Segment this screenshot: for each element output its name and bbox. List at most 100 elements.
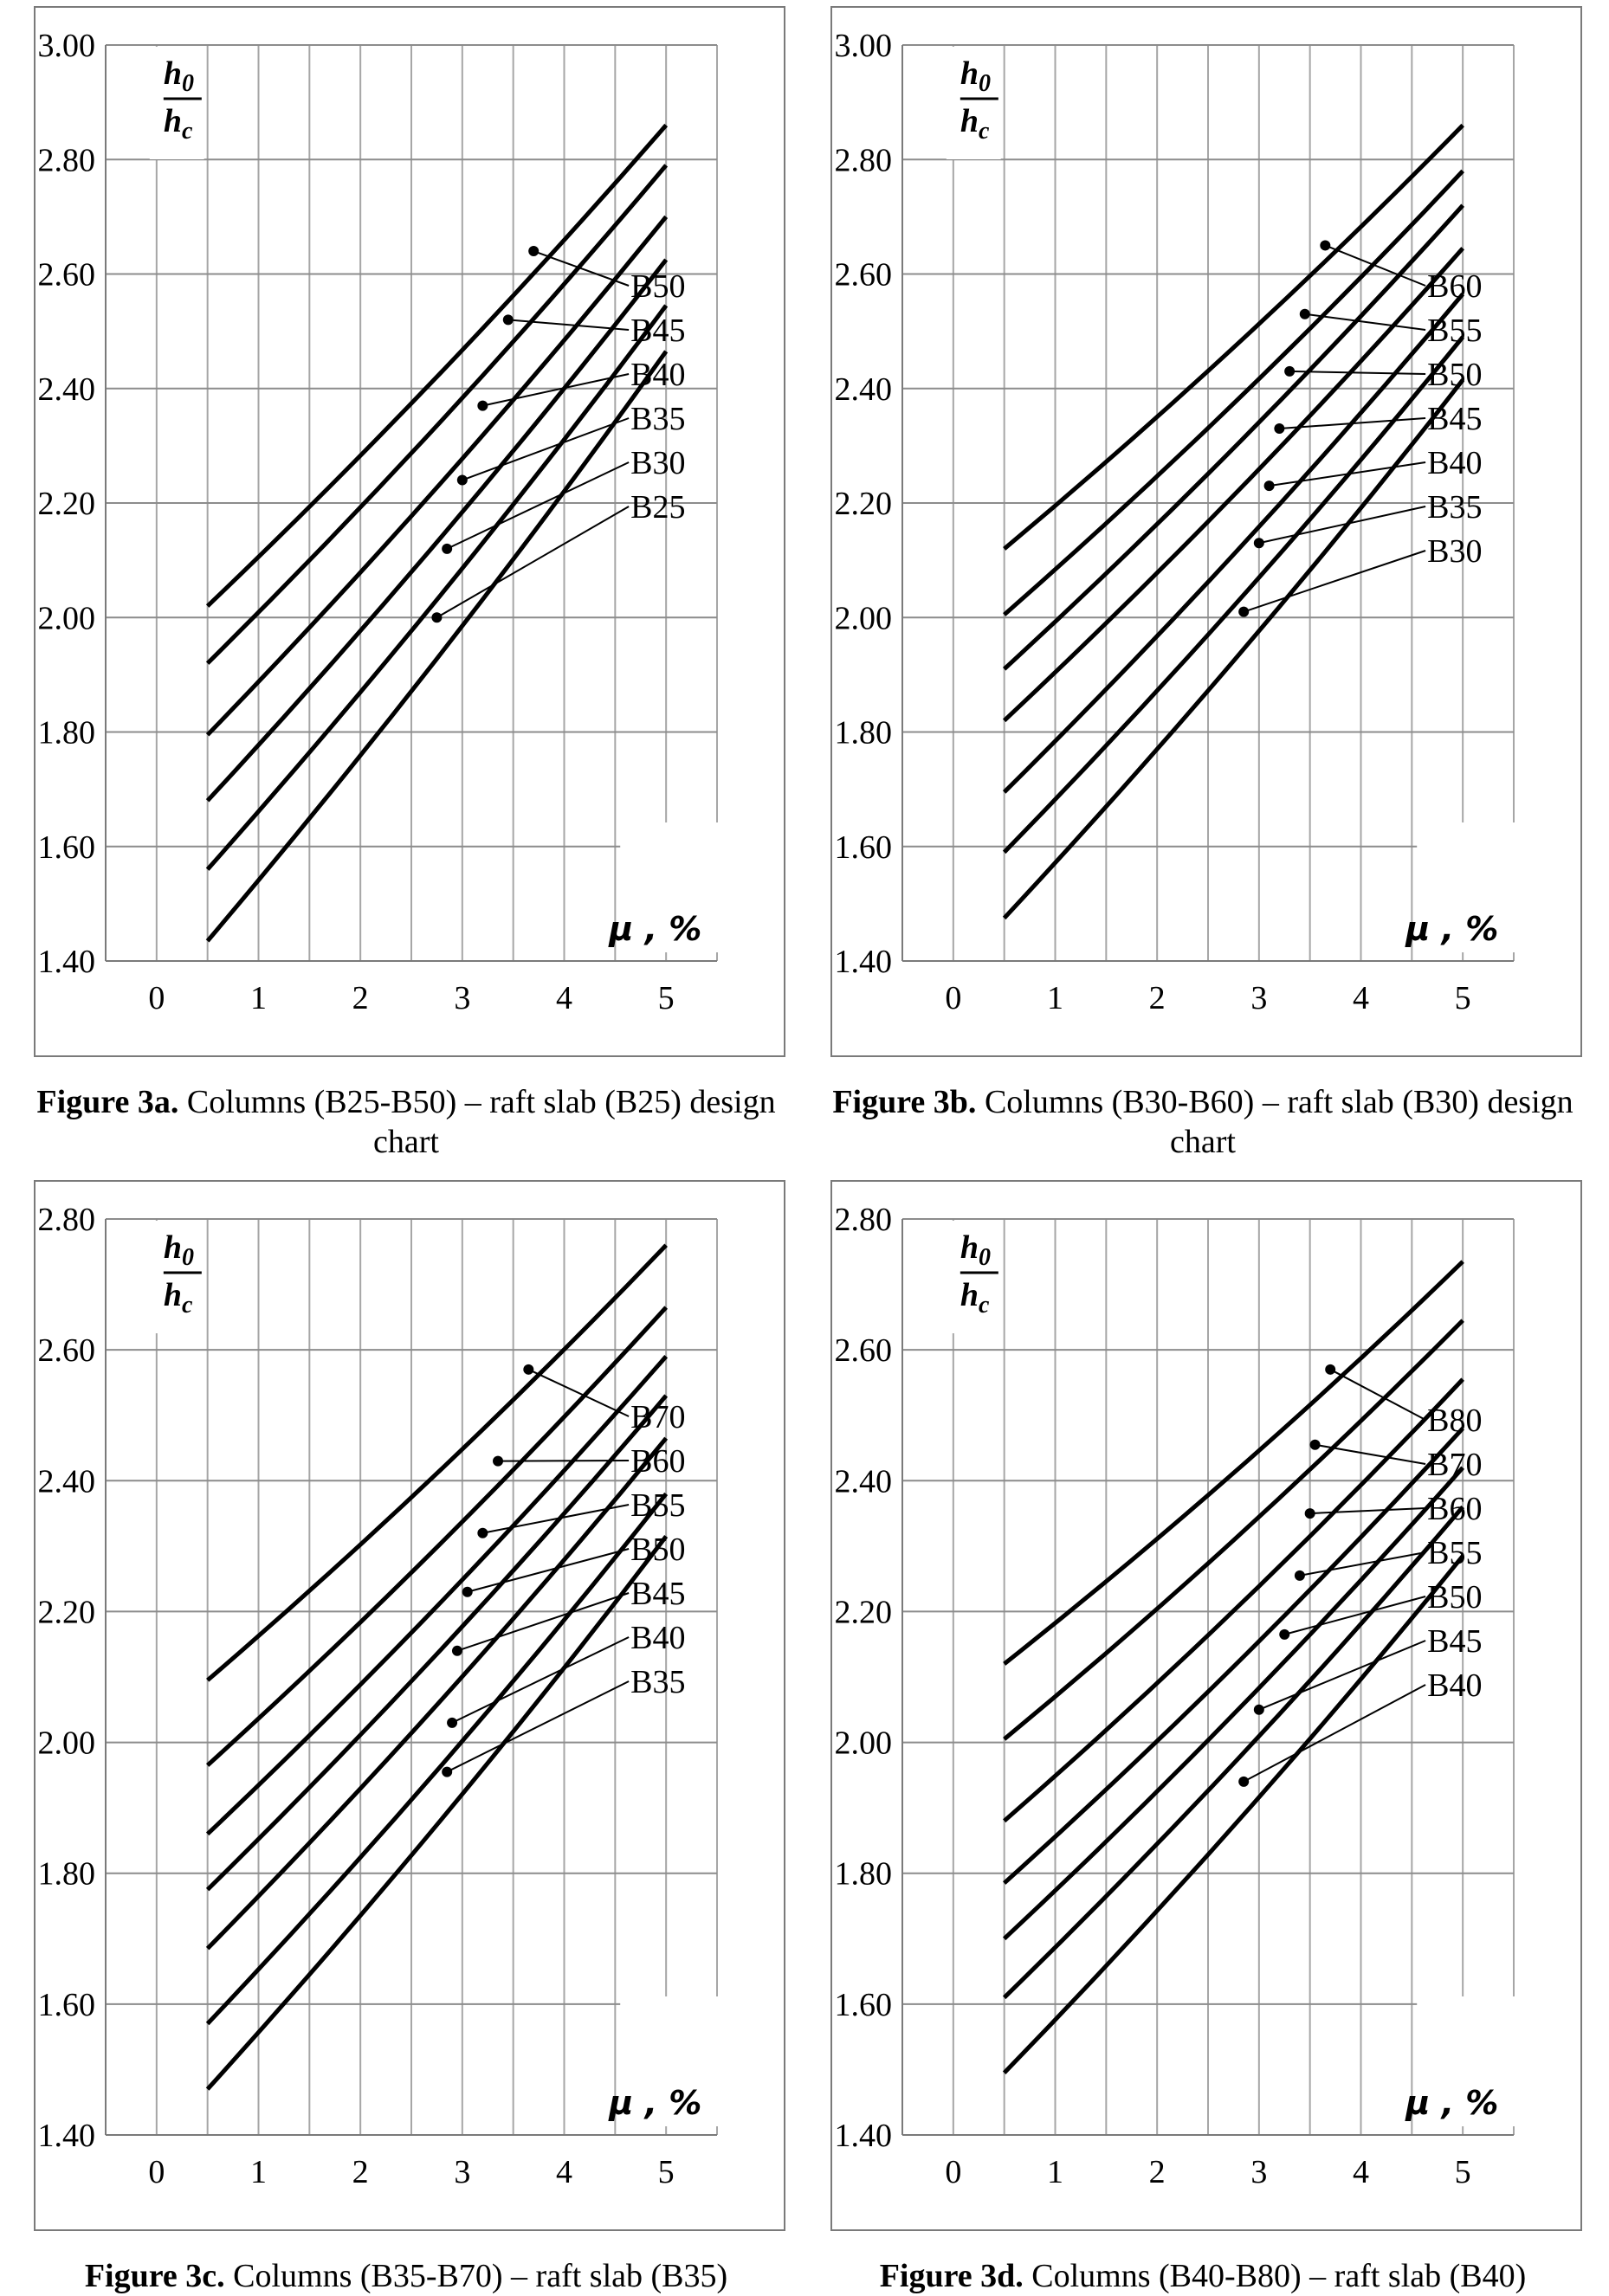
series-line-B45: [1002, 1505, 1465, 2000]
x-tick-label: 3: [454, 980, 470, 1016]
chart-3d: 1.40 1.60 1.80 2.00 2.20 2.40 2.60 2.80 0 1 2 3 4 5 h0…: [830, 1180, 1582, 2231]
series-marker-B50: [1284, 365, 1296, 377]
y-tick-label: 3.00: [38, 28, 96, 64]
xlabel-backdrop: [620, 1996, 719, 2126]
y-tick-label: 1.60: [38, 1987, 96, 2023]
caption-label: Figure 3a.: [36, 1084, 179, 1120]
ylabel-backdrop: [946, 47, 1001, 159]
series-marker-B50: [1279, 1628, 1290, 1640]
series-line-B35: [205, 258, 669, 803]
legend-label-B40: B40: [1427, 1667, 1482, 1704]
series-line-B60: [205, 1306, 669, 1767]
y-tick-label: 1.40: [835, 944, 893, 980]
leader-line-B45: [1258, 1640, 1426, 1711]
series-line-B40: [1002, 1554, 1465, 2074]
series-line-B70: [206, 1243, 668, 1682]
legend-label-B45: B45: [630, 1576, 685, 1612]
series-line-B60: [1003, 123, 1464, 551]
y-tick-label: 2.20: [835, 486, 893, 522]
caption-3c: Figure 3c. Columns (B35-B70) – raft slab…: [0, 2256, 812, 2296]
series-line-B25: [205, 350, 669, 943]
ylabel-backdrop: [149, 1221, 204, 1333]
legend-label-B30: B30: [630, 445, 685, 481]
y-tick-label: 2.00: [835, 1725, 893, 1762]
series-marker-B60: [493, 1455, 504, 1467]
leader-line-B30: [446, 461, 630, 550]
leader-line-B50: [1283, 1596, 1426, 1635]
legend-label-B45: B45: [1427, 401, 1482, 437]
legend-label-B60: B60: [1427, 268, 1482, 305]
y-tick-label: 1.60: [835, 1987, 893, 2023]
leader-line-B35: [462, 417, 630, 481]
leader-line-B80: [1329, 1368, 1426, 1421]
series-line-B40: [205, 215, 669, 737]
y-tick-label: 2.40: [835, 371, 893, 408]
series-line-B45: [205, 1436, 669, 1951]
legend-label-B60: B60: [630, 1443, 685, 1480]
xlabel-backdrop: [1417, 1996, 1515, 2126]
caption-text: Columns (B30-B60) – raft slab (B30) desi…: [976, 1084, 1573, 1160]
leader-line-B35: [1258, 506, 1426, 545]
leader-line-B50: [533, 250, 630, 287]
y-tick-label: 1.40: [835, 2118, 893, 2154]
y-tick-label: 1.80: [38, 715, 96, 751]
y-tick-label: 1.60: [835, 829, 893, 866]
series-line-B45: [205, 164, 669, 665]
series-marker-B80: [1325, 1364, 1336, 1375]
series-line-B55: [205, 1355, 669, 1836]
leader-line-B50: [467, 1548, 630, 1593]
series-marker-B25: [431, 612, 443, 623]
legend-label-B50: B50: [630, 1532, 685, 1568]
y-tick-label: 2.60: [835, 257, 893, 293]
chart-frame: [830, 6, 1582, 1057]
x-tick-label: 5: [658, 2154, 675, 2190]
x-tick-label: 0: [945, 980, 961, 1016]
series-line-B50: [1002, 203, 1465, 671]
series-line-B70: [1003, 1319, 1464, 1741]
series-line-B45: [1002, 247, 1465, 723]
series-line-B55: [1002, 1427, 1465, 1885]
legend-label-B25: B25: [630, 489, 685, 526]
y-tick-label: 1.40: [38, 944, 96, 980]
leader-line-B55: [1304, 313, 1426, 331]
x-tick-label: 5: [1455, 2154, 1471, 2190]
caption-label: Figure 3d.: [879, 2258, 1024, 2294]
chart-panel-3d: 1.40 1.60 1.80 2.00 2.20 2.40 2.60 2.80 0 1 2 3 4 5 h0…: [797, 1174, 1609, 2294]
x-tick-label: 2: [352, 980, 369, 1016]
series-line-B60: [1003, 1377, 1464, 1823]
legend-label-B55: B55: [1427, 1535, 1482, 1571]
chart-frame: [34, 6, 785, 1057]
x-tick-label: 5: [658, 980, 675, 1016]
y-tick-label: 1.80: [835, 1856, 893, 1893]
y-tick-label: 2.20: [835, 1594, 893, 1630]
y-tick-label: 2.00: [38, 1725, 96, 1762]
legend-label-B40: B40: [630, 357, 685, 393]
y-tick-label: 1.80: [38, 1856, 96, 1893]
legend-label-B55: B55: [630, 1487, 685, 1524]
series-marker-B40: [447, 1717, 458, 1728]
legend-label-B55: B55: [1427, 313, 1482, 349]
leader-line-B70: [1315, 1443, 1426, 1465]
x-tick-label: 2: [1149, 2154, 1166, 2190]
series-marker-B40: [1238, 1776, 1250, 1787]
y-axis-label-numerator: h0: [164, 1229, 194, 1271]
ylabel-backdrop: [149, 47, 204, 159]
x-axis-label: μ , %: [607, 2084, 701, 2122]
series-marker-B45: [1253, 1704, 1264, 1715]
legend-label-B30: B30: [1427, 533, 1482, 570]
series-line-B40: [1002, 293, 1465, 794]
x-tick-label: 0: [148, 980, 165, 1016]
series-marker-B55: [1299, 308, 1310, 319]
series-marker-B55: [1294, 1570, 1305, 1581]
series-marker-B50: [462, 1586, 473, 1597]
y-tick-label: 1.80: [835, 715, 893, 751]
series-marker-B60: [1304, 1508, 1315, 1519]
x-tick-label: 0: [945, 2154, 961, 2190]
chart-3b: 1.40 1.60 1.80 2.00 2.20 2.40 2.60 2.80 3.00 0 1 2 3…: [830, 6, 1582, 1057]
caption-label: Figure 3c.: [84, 2258, 225, 2294]
series-line-B55: [1003, 169, 1464, 616]
series-marker-B55: [477, 1527, 488, 1538]
legend-label-B45: B45: [630, 313, 685, 349]
x-tick-label: 0: [148, 2154, 165, 2190]
leader-line-B45: [507, 319, 630, 331]
